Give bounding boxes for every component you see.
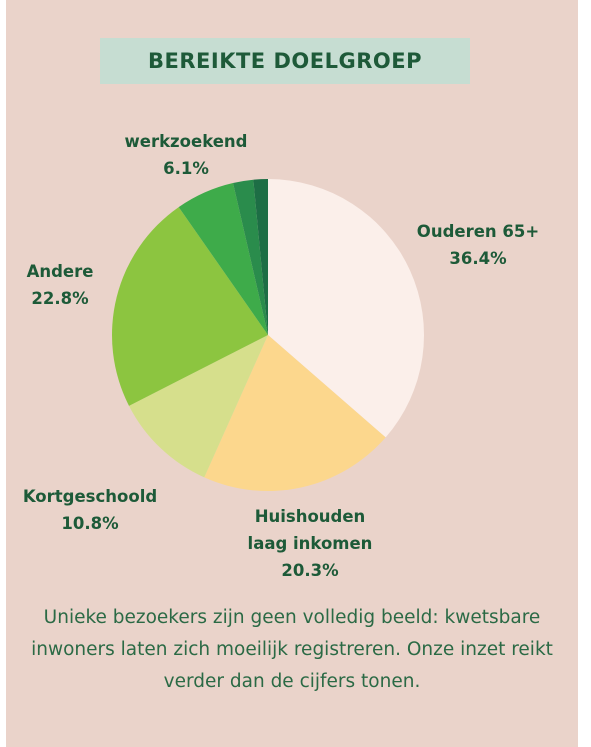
slice-name: Huishouden laag inkomen (247, 507, 373, 553)
pie (112, 179, 424, 491)
slice-label: Andere 22.8% (10, 258, 110, 312)
slice-value: 20.3% (281, 561, 339, 580)
pie-slice (204, 335, 386, 491)
pie-slice (112, 207, 268, 406)
slice-value: 10.8% (61, 514, 119, 533)
slice-label: Kortgeschoold 10.8% (0, 483, 190, 537)
slice-name: werkzoekend (124, 132, 248, 151)
panel: BEREIKTE DOELGROEP Unieke bezoekers zijn… (6, 0, 578, 747)
chart-title: BEREIKTE DOELGROEP (100, 38, 470, 84)
slice-value: 36.4% (449, 249, 507, 268)
slice-name: Ouderen 65+ (416, 222, 540, 241)
pie-slice (178, 182, 268, 335)
slice-label: Ouderen 65+ 36.4% (398, 218, 558, 272)
slice-label: werkzoekend 6.1% (106, 128, 266, 182)
slice-value: 6.1% (163, 159, 209, 178)
slice-label: Huishouden laag inkomen 20.3% (235, 503, 385, 584)
pie-slice (268, 179, 424, 438)
slice-name: Andere (26, 262, 94, 281)
pie-slice (129, 335, 268, 478)
caption: Unieke bezoekers zijn geen volledig beel… (31, 607, 553, 692)
pie-slice (233, 179, 268, 335)
pie-slice (253, 179, 268, 335)
slice-name: Kortgeschoold (22, 487, 158, 506)
slice-value: 22.8% (31, 289, 89, 308)
